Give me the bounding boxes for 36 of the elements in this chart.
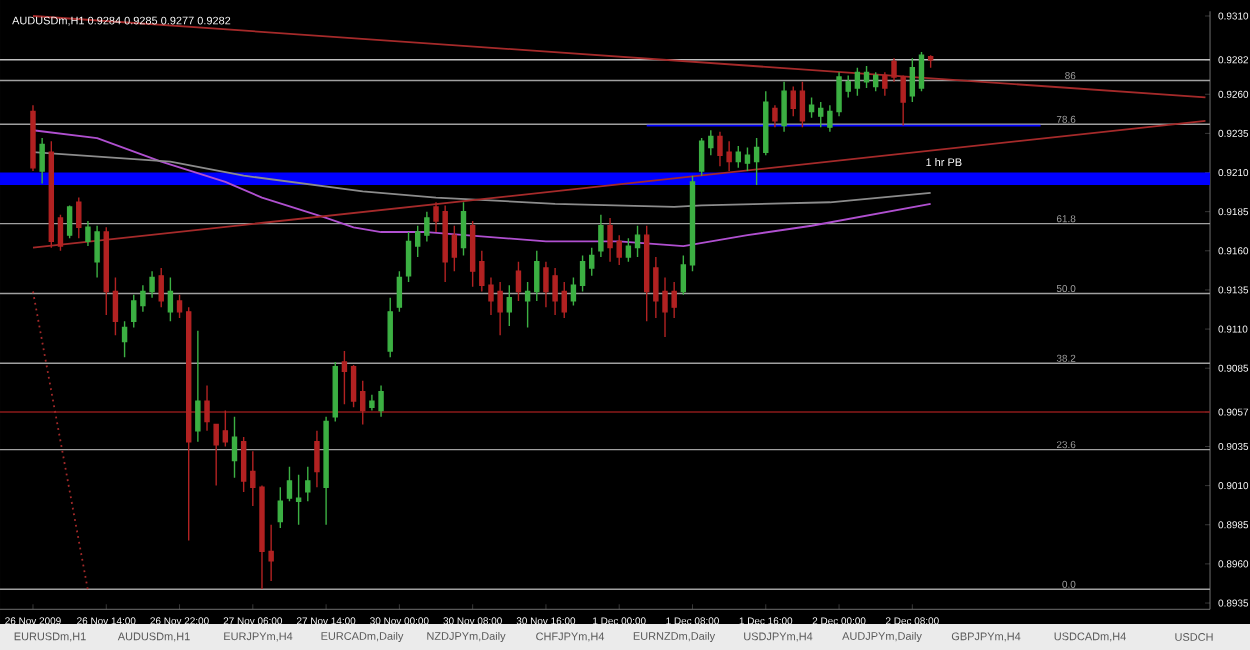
candlestick <box>360 380 366 426</box>
candlestick <box>524 281 531 329</box>
candlestick <box>39 137 45 185</box>
candlestick <box>323 416 329 526</box>
candlestick <box>708 129 714 157</box>
candlestick <box>341 350 348 405</box>
candlestick <box>176 293 183 319</box>
candlestick <box>506 284 513 327</box>
candlestick <box>204 384 210 432</box>
candlestick <box>213 423 219 487</box>
candlestick <box>314 430 320 488</box>
candlestick <box>295 473 302 526</box>
candlestick <box>30 104 36 172</box>
candlestick <box>414 225 421 258</box>
line-series <box>32 151 932 208</box>
candlestick <box>772 104 778 128</box>
candlestick <box>305 466 311 502</box>
candlestick <box>744 146 751 172</box>
candlestick <box>195 329 201 443</box>
candlestick <box>222 409 229 448</box>
candlestick <box>589 246 595 277</box>
candlestick <box>121 320 128 358</box>
candlestick <box>451 225 458 272</box>
candlestick <box>231 416 238 479</box>
candlestick <box>927 54 934 69</box>
candlestick <box>753 137 760 186</box>
candlestick <box>735 145 742 169</box>
candlestick <box>598 214 604 258</box>
candlestick <box>424 210 430 243</box>
candlestick <box>625 237 632 263</box>
candlestick <box>818 101 824 128</box>
candlestick <box>808 96 815 119</box>
line-series <box>32 129 932 248</box>
candlestick <box>781 81 787 133</box>
candlestick <box>167 276 174 322</box>
candlestick <box>634 225 641 258</box>
